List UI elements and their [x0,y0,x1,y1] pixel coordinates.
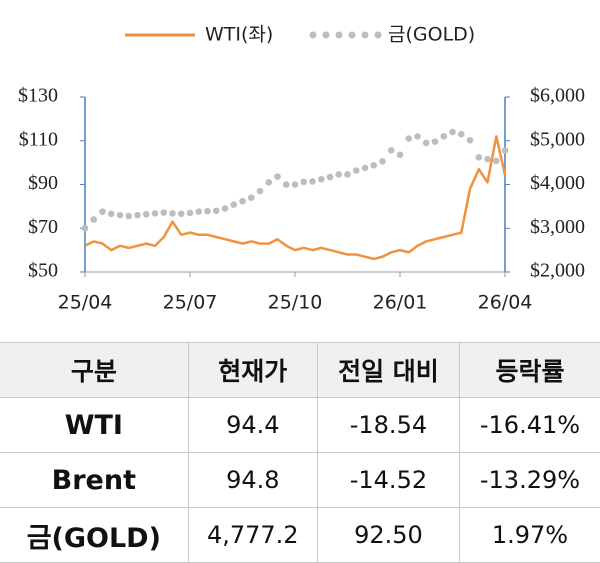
x-tick-label: 26/01 [373,292,428,314]
gold-point [99,208,106,215]
gold-point [344,171,351,178]
data-table: 구분 현재가 전일 대비 등락률 WTI 94.4 -18.54 -16.41%… [0,342,600,563]
gold-point [326,173,334,181]
gold-point [107,210,115,218]
gold-point [239,197,246,205]
row: WTI 94.4 -18.54 -16.41% [0,397,600,453]
x-tick-label: 25/07 [163,292,218,314]
gold-point [195,208,203,215]
cell: -18.54 [316,397,460,453]
gold-point [247,194,255,201]
cell: 92.50 [316,507,460,563]
row-label: Brent [0,452,189,508]
y2-tick-label: $5,000 [530,128,585,150]
legend-swatch [361,31,369,39]
gold-point [466,137,474,144]
gold-point [256,187,264,195]
gold-point [125,212,133,220]
y2-tick-label: $4,000 [530,172,585,194]
legend-swatch [374,31,382,39]
legend-swatch [322,31,330,39]
x-tick-label: 25/10 [268,292,323,314]
legend-label: WTI(좌) [205,24,273,46]
gold-point [274,173,281,180]
cell: -14.52 [316,452,460,508]
legend-swatch [348,31,356,39]
y2-tick-label: $2,000 [530,260,585,282]
gold-point [204,207,211,215]
gold-point [81,224,89,232]
gold-point [134,211,141,219]
y-tick-label: $110 [19,128,58,150]
legend-swatch [335,31,343,39]
wti-line [84,135,507,261]
gold-point [291,181,299,188]
row: Brent 94.8 -14.52 -13.29% [0,452,600,508]
gold-point [396,151,404,159]
y-tick-label: $50 [28,260,58,282]
gold-point [221,205,229,212]
y-tick-label: $130 [18,85,58,107]
gold-point [387,147,395,154]
row-label: 금(GOLD) [0,507,189,563]
gold-point [405,135,413,142]
cell: -16.41% [458,397,600,453]
legend-swatch [309,31,317,39]
gold-point [370,161,378,169]
y2-tick-label: $3,000 [530,216,585,238]
gold-point [230,201,238,208]
x-tick-label: 26/04 [478,292,533,314]
gold-point [300,178,308,186]
cell: 94.8 [187,452,318,508]
cell: 4,777.2 [187,507,318,563]
gold-point [116,211,124,219]
gold-point [352,167,360,174]
gold-point [317,175,325,183]
gold-point [379,158,386,165]
y-tick-label: $70 [28,216,58,238]
row-label: WTI [0,397,189,453]
gold-point [160,209,168,216]
cell: 1.97% [458,507,600,563]
gold-point [169,210,176,217]
gold-point [309,178,316,185]
gold-point [475,154,483,161]
gold-point [449,128,456,136]
gold-point [484,155,491,163]
gold-point [151,210,159,217]
gold-point [177,210,185,218]
gold-point [142,210,150,218]
gold-point [265,179,273,186]
x-tick-label: 25/04 [58,292,113,314]
header-cell: 현재가 [187,342,318,398]
y-tick-label: $90 [28,172,58,194]
gold-point [335,171,343,178]
row: 금(GOLD) 4,777.2 92.50 1.97% [0,507,600,563]
chart: $50 $70 $90 $110 $130 $2,000 $3,000 $4,000 $5,00… [18,24,585,314]
gold-point [212,207,220,215]
cell: -13.29% [458,452,600,508]
gold-point [457,130,465,138]
legend-label: 금(GOLD) [388,24,475,46]
header-cell: 구분 [0,342,189,398]
gold-point [186,209,194,217]
gold-point [492,157,500,165]
gold-point [361,164,369,172]
header-row: 구분 현재가 전일 대비 등락률 [0,342,600,398]
gold-point [422,139,430,147]
gold-point [282,181,290,188]
gold-point [440,133,448,140]
gold-point [431,138,439,145]
gold-point [414,133,421,140]
header-cell: 등락률 [458,342,600,398]
gold-point [501,147,509,154]
gold-point [90,216,98,223]
cell: 94.4 [187,397,318,453]
y2-tick-label: $6,000 [530,85,585,107]
header-cell: 전일 대비 [316,342,460,398]
